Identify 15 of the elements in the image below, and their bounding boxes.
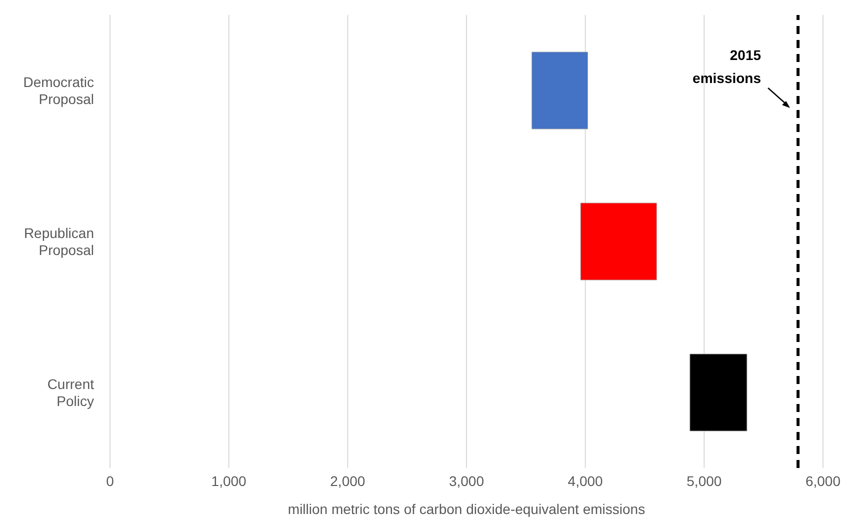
- bar: [580, 202, 657, 280]
- x-tick-label: 6,000: [805, 472, 841, 489]
- bar: [532, 52, 588, 130]
- x-tick-label: 5,000: [686, 472, 722, 489]
- x-axis-title: million metric tons of carbon dioxide-equivalent emissions: [288, 501, 646, 517]
- y-tick-label: Republican Proposal: [24, 225, 94, 258]
- x-tick-label: 0: [106, 472, 114, 489]
- ref-line-label: 2015 emissions: [692, 47, 762, 86]
- x-tick-label: 4,000: [568, 472, 604, 489]
- x-tick-label: 1,000: [211, 472, 247, 489]
- x-tick-label: 3,000: [448, 472, 484, 489]
- y-tick-label: Democratic Proposal: [23, 74, 94, 107]
- x-tick-label: 2,000: [330, 472, 366, 489]
- y-tick-label: Current Policy: [47, 376, 94, 409]
- bar: [690, 354, 748, 432]
